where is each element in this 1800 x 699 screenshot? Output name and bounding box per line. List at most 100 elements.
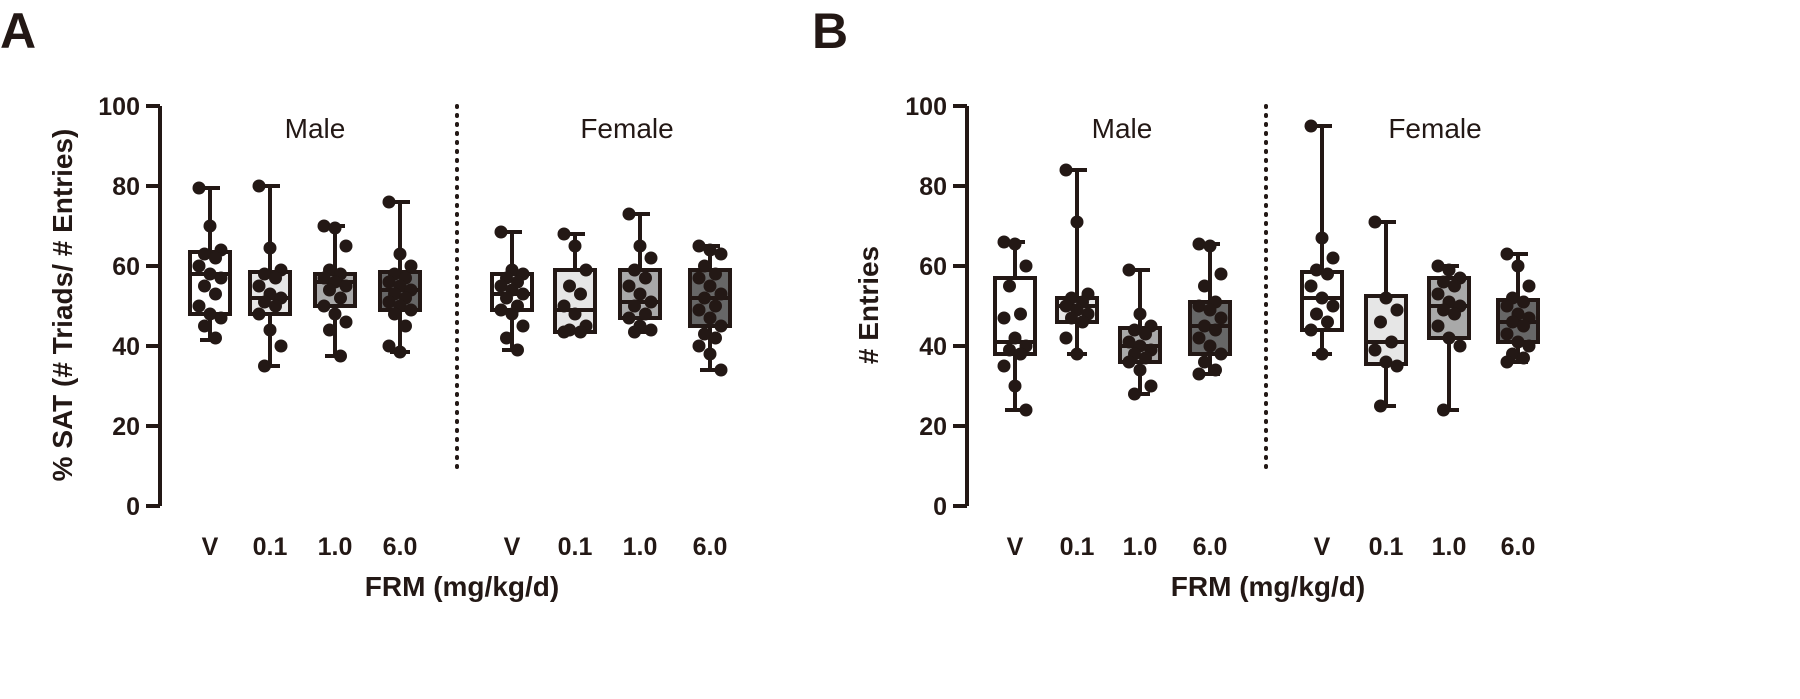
data-point bbox=[557, 227, 571, 241]
data-point bbox=[258, 359, 271, 373]
data-point bbox=[1059, 299, 1073, 313]
x-category-label-b: 6.0 bbox=[1501, 533, 1536, 561]
data-point bbox=[1437, 275, 1450, 289]
data-point bbox=[1214, 267, 1228, 281]
data-point bbox=[1315, 291, 1329, 305]
data-point bbox=[328, 221, 342, 235]
data-point bbox=[1379, 355, 1393, 369]
box-a-male-V bbox=[188, 181, 232, 345]
data-point bbox=[1122, 263, 1136, 277]
data-point bbox=[703, 243, 717, 257]
data-point bbox=[1198, 279, 1211, 293]
data-point bbox=[1431, 259, 1445, 273]
data-point bbox=[393, 247, 407, 261]
data-point bbox=[1059, 331, 1073, 345]
y-tick-label-a: 60 bbox=[112, 253, 140, 281]
data-point bbox=[1326, 251, 1340, 265]
data-point bbox=[1008, 379, 1022, 393]
data-point bbox=[574, 287, 587, 301]
box-b-male-6_0 bbox=[1188, 237, 1232, 381]
data-point bbox=[1437, 303, 1450, 317]
box-a-male-0_1 bbox=[248, 179, 292, 373]
y-tick-label-a: 100 bbox=[98, 93, 140, 121]
data-point bbox=[692, 339, 706, 353]
x-category-label-b: V bbox=[1007, 533, 1024, 561]
y-tick-label-b: 20 bbox=[919, 413, 947, 441]
data-point bbox=[1192, 367, 1206, 381]
data-point bbox=[1374, 399, 1387, 413]
data-point bbox=[494, 303, 508, 317]
data-point bbox=[714, 319, 728, 333]
data-point bbox=[1139, 351, 1152, 365]
box-b-female-1_0 bbox=[1427, 259, 1471, 417]
data-point bbox=[1442, 331, 1456, 345]
data-point bbox=[703, 279, 717, 293]
data-point bbox=[274, 339, 288, 353]
data-point bbox=[1390, 303, 1404, 317]
x-category-label-b: 1.0 bbox=[1432, 533, 1467, 561]
x-category-label-b: 1.0 bbox=[1123, 533, 1158, 561]
box-a-male-6_0 bbox=[378, 195, 422, 359]
data-point bbox=[628, 263, 641, 277]
x-category-label-a: 6.0 bbox=[693, 533, 728, 561]
data-point bbox=[1209, 363, 1222, 377]
data-point bbox=[252, 279, 266, 293]
data-point bbox=[1008, 237, 1022, 251]
data-point bbox=[209, 251, 222, 265]
data-point bbox=[192, 259, 206, 273]
data-point bbox=[511, 343, 524, 357]
data-point bbox=[568, 239, 582, 253]
group-label-male-b: Male bbox=[1092, 113, 1153, 144]
data-point bbox=[633, 287, 647, 301]
data-point bbox=[1522, 279, 1536, 293]
data-point bbox=[1431, 287, 1445, 301]
box-b-male-V bbox=[993, 235, 1037, 417]
data-point bbox=[1203, 239, 1217, 253]
x-axis-title-a: FRM (mg/kg/d) bbox=[365, 571, 559, 602]
data-point bbox=[644, 323, 658, 337]
y-tick-label-b: 60 bbox=[919, 253, 947, 281]
data-point bbox=[714, 247, 728, 261]
data-point bbox=[1321, 267, 1334, 281]
data-point bbox=[563, 279, 576, 293]
data-point bbox=[997, 359, 1011, 373]
data-point bbox=[388, 307, 401, 321]
data-point bbox=[1019, 403, 1033, 417]
data-point bbox=[328, 307, 342, 321]
data-point bbox=[258, 267, 271, 281]
box-a-female-1_0 bbox=[618, 207, 662, 339]
group-label-female-a: Female bbox=[580, 113, 673, 144]
data-point bbox=[1437, 403, 1450, 417]
data-point bbox=[1326, 299, 1340, 313]
data-point bbox=[209, 287, 222, 301]
data-point bbox=[1192, 331, 1206, 345]
data-point bbox=[1128, 387, 1141, 401]
box-b-male-0_1 bbox=[1055, 163, 1099, 361]
data-point bbox=[639, 271, 652, 285]
data-point bbox=[203, 267, 217, 281]
data-point bbox=[1133, 363, 1147, 377]
data-point bbox=[404, 303, 418, 317]
data-point bbox=[1070, 215, 1084, 229]
data-point bbox=[1304, 279, 1318, 293]
data-point bbox=[1214, 347, 1228, 361]
data-point bbox=[203, 307, 217, 321]
box-b-female-V bbox=[1300, 119, 1344, 361]
data-point bbox=[1198, 355, 1211, 369]
data-point bbox=[1511, 335, 1525, 349]
data-point bbox=[568, 307, 582, 321]
data-point bbox=[574, 325, 587, 339]
data-point bbox=[1453, 339, 1467, 353]
data-point bbox=[382, 339, 396, 353]
data-point bbox=[516, 319, 530, 333]
data-point bbox=[714, 363, 728, 377]
data-point bbox=[258, 295, 271, 309]
data-point bbox=[703, 347, 717, 361]
data-point bbox=[1203, 303, 1217, 317]
data-point bbox=[214, 311, 228, 325]
data-point bbox=[198, 319, 211, 333]
data-point bbox=[1442, 263, 1456, 277]
data-point bbox=[382, 275, 396, 289]
group-label-male-a: Male bbox=[285, 113, 346, 144]
